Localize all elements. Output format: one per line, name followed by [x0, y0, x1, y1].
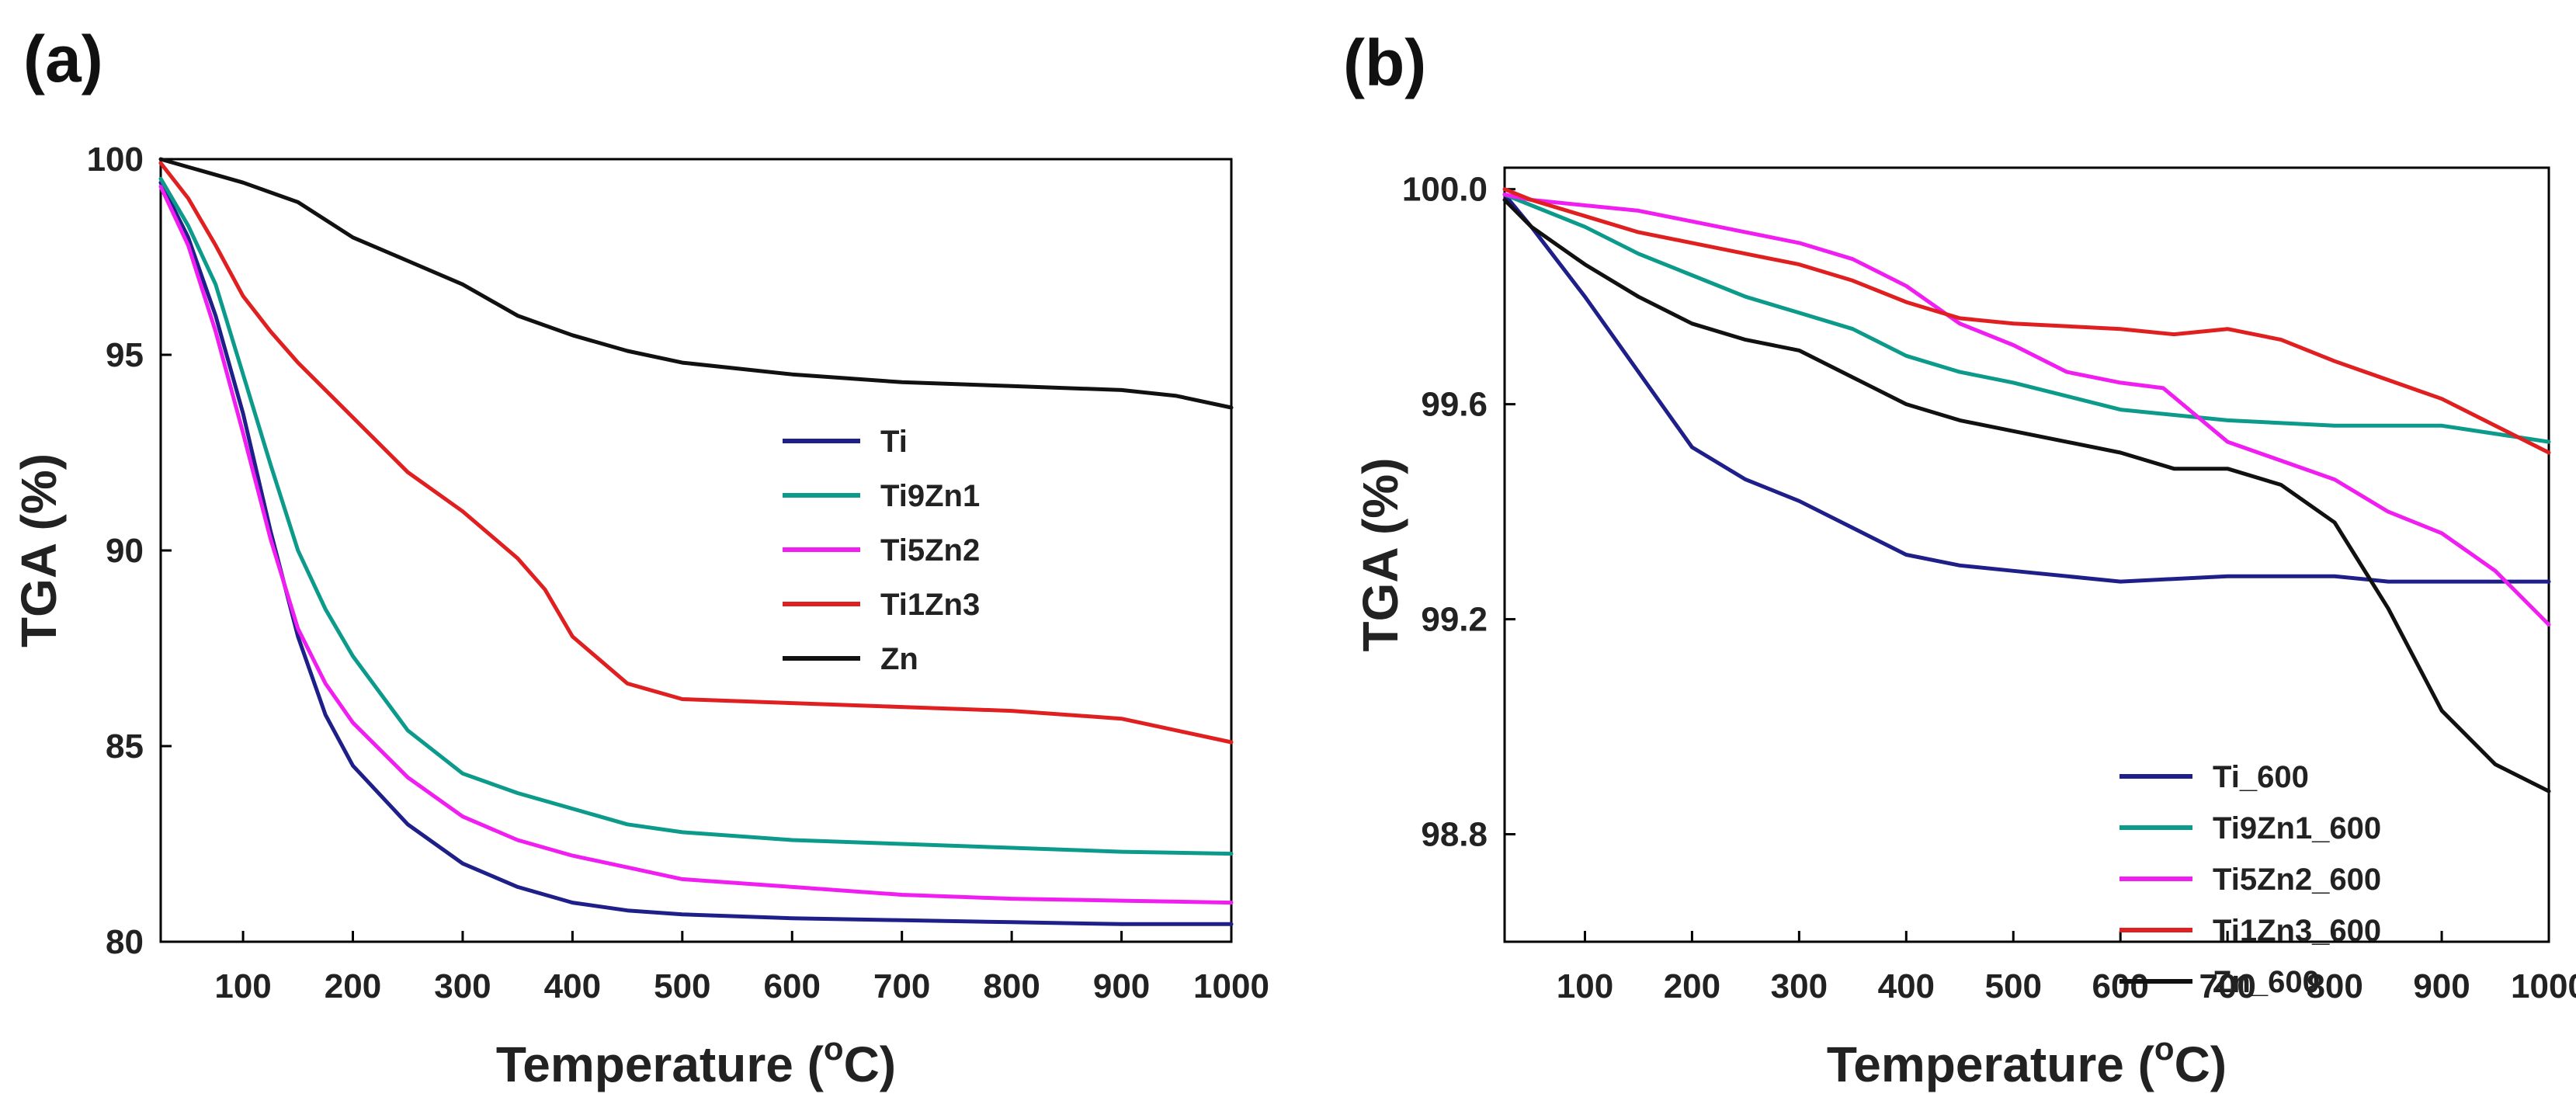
series-line-zn [158, 157, 1234, 410]
series-line-ti [158, 180, 1234, 926]
legend-label: Zn_600 [2213, 965, 2320, 999]
x-axis-title: Temperature (oC) [496, 1030, 896, 1092]
y-tick-label: 85 [106, 727, 144, 766]
x-axis-title: Temperature (oC) [1827, 1030, 2227, 1092]
series-line-ti1zn3-600 [1502, 187, 2551, 455]
series-line-ti-600 [1502, 193, 2551, 584]
panel-label: (a) [23, 23, 103, 95]
x-tick-label: 800 [983, 967, 1040, 1005]
x-tick-label: 900 [1093, 967, 1150, 1005]
y-axis-title: TGA (%) [1352, 457, 1408, 651]
legend: Ti Ti9Zn1 Ti5Zn2 Ti1Zn3 Zn [783, 425, 980, 676]
x-tick-label: 100 [214, 967, 271, 1005]
legend-label: Zn [880, 642, 918, 676]
x-tick-label: 700 [2199, 967, 2255, 1005]
series-line-ti1zn3 [158, 161, 1234, 745]
series-line-ti5zn2-600 [1502, 193, 2551, 627]
x-tick-label: 400 [1878, 967, 1935, 1005]
y-tick-label: 95 [106, 336, 144, 374]
legend-label: Ti1Zn3 [880, 588, 980, 622]
legend: Ti_600 Ti9Zn1_600 Ti5Zn2_600 Ti1Zn3_600 Zn_6… [2119, 760, 2381, 999]
x-tick-label: 1000 [2511, 967, 2576, 1005]
plot-area-frame [1503, 166, 2550, 943]
y-tick-label: 99.2 [1421, 601, 1488, 639]
series-line-zn-600 [1502, 198, 2551, 793]
x-tick-label: 200 [325, 967, 381, 1005]
x-tick-label: 700 [873, 967, 930, 1005]
x-tick-label: 800 [2306, 967, 2362, 1005]
legend-label: Ti5Zn2_600 [2213, 863, 2381, 897]
y-tick-label: 100.0 [1402, 171, 1488, 209]
x-tick-label: 600 [2092, 967, 2148, 1005]
x-tick-label: 100 [1557, 967, 1613, 1005]
series-line-ti5zn2 [158, 184, 1234, 905]
y-tick-label: 90 [106, 532, 144, 570]
series-line-ti9zn1-600 [1502, 193, 2551, 444]
x-tick-label: 900 [2413, 967, 2470, 1005]
legend-label: Ti [880, 425, 908, 459]
panel-a: (a) 100 200 300 400 500 600 700 800 900 1000 80 85 9… [11, 23, 1269, 1092]
panel-b: (b) 100 200 300 400 500 600 700 800 900 1000 98.8 9… [1343, 26, 2576, 1092]
y-tick-label: 80 [106, 923, 144, 961]
x-tick-label: 300 [1771, 967, 1828, 1005]
legend-label: Ti9Zn1_600 [2213, 811, 2381, 845]
legend-label: Ti5Zn2 [880, 533, 980, 568]
legend-label: Ti1Zn3_600 [2213, 914, 2381, 948]
x-tick-label: 600 [764, 967, 821, 1005]
series-line-ti9zn1 [158, 176, 1234, 856]
plot-area-frame [159, 158, 1233, 943]
x-tick-label: 200 [1664, 967, 1720, 1005]
y-tick-label: 98.8 [1421, 816, 1488, 854]
panel-label: (b) [1343, 26, 1426, 99]
x-tick-label: 1000 [1193, 967, 1269, 1005]
y-axis-title: TGA (%) [11, 453, 67, 648]
x-tick-label: 400 [544, 967, 601, 1005]
y-tick-label: 100 [87, 141, 144, 179]
legend-label: Ti9Zn1 [880, 479, 980, 513]
x-tick-label: 300 [434, 967, 491, 1005]
x-tick-label: 500 [1985, 967, 2042, 1005]
legend-label: Ti_600 [2213, 760, 2309, 794]
x-tick-label: 500 [654, 967, 710, 1005]
y-tick-label: 99.6 [1421, 386, 1488, 424]
